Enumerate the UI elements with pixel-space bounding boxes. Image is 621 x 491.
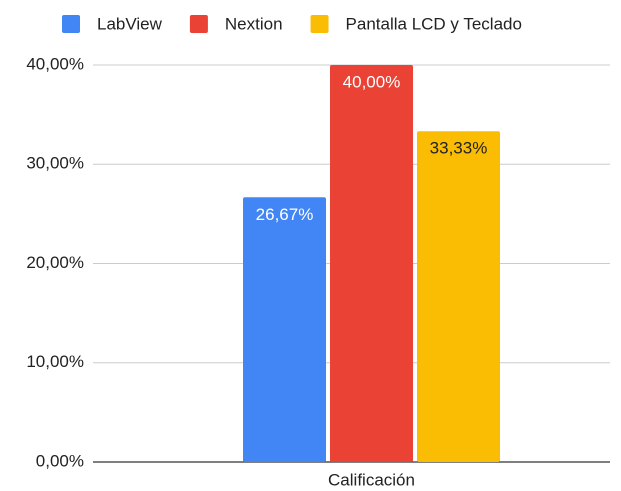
legend-label: Nextion (225, 14, 283, 33)
data-label: 33,33% (430, 139, 488, 158)
data-label: 26,67% (256, 205, 314, 224)
y-tick-label: 20,00% (26, 253, 84, 272)
legend-label: LabView (97, 14, 163, 33)
legend-label: Pantalla LCD y Teclado (346, 14, 522, 33)
y-tick-label: 10,00% (26, 352, 84, 371)
data-label: 40,00% (343, 72, 401, 91)
bar (330, 65, 413, 462)
y-tick-label: 40,00% (26, 54, 84, 73)
y-tick-label: 30,00% (26, 154, 84, 173)
legend-swatch (310, 15, 329, 33)
x-tick-label: Calificación (328, 470, 415, 489)
y-tick-label: 0,00% (36, 451, 84, 470)
bar (417, 131, 500, 462)
bar (243, 197, 326, 463)
legend-swatch (62, 15, 80, 33)
legend-swatch (189, 15, 208, 33)
